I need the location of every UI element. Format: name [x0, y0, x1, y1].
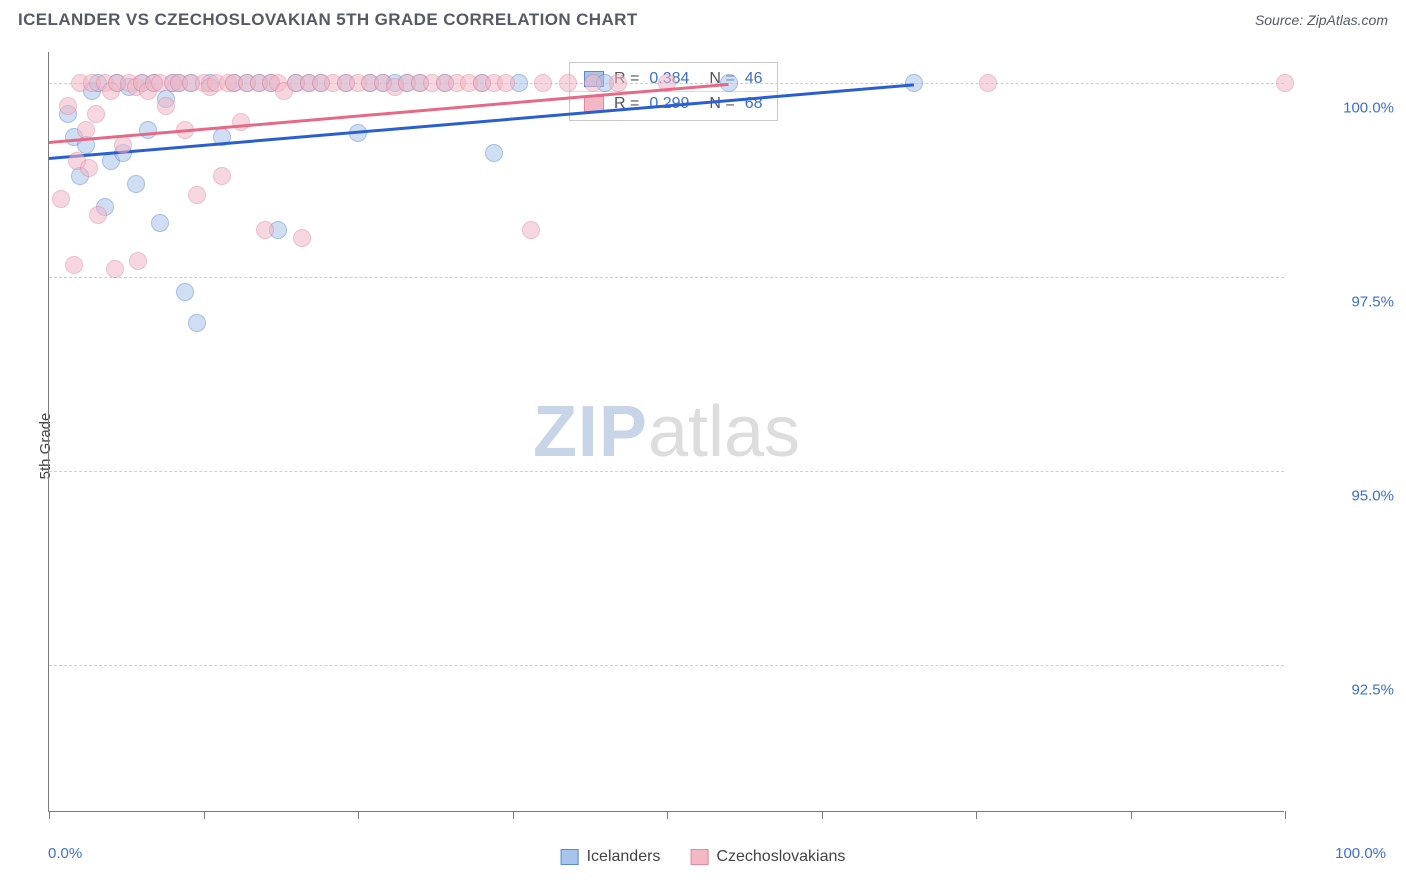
- data-point: [497, 74, 515, 92]
- data-point: [232, 113, 250, 131]
- xtick: [513, 811, 514, 819]
- gridline-h: [49, 277, 1284, 278]
- data-point: [157, 97, 175, 115]
- trend-line: [49, 83, 914, 159]
- data-point: [584, 74, 602, 92]
- xtick: [976, 811, 977, 819]
- data-point: [89, 206, 107, 224]
- data-point: [609, 74, 627, 92]
- chart-legend: Icelanders Czechoslovakians: [561, 848, 846, 866]
- data-point: [534, 74, 552, 92]
- data-point: [59, 97, 77, 115]
- data-point: [52, 190, 70, 208]
- data-point: [151, 214, 169, 232]
- chart-source: Source: ZipAtlas.com: [1255, 12, 1388, 28]
- scatter-chart: ZIPatlas R =0.384N =46R =0.299N =68 92.5…: [48, 52, 1284, 812]
- data-point: [256, 221, 274, 239]
- watermark: ZIPatlas: [533, 391, 800, 473]
- legend-label: Icelanders: [587, 848, 661, 866]
- data-point: [979, 74, 997, 92]
- data-point: [188, 186, 206, 204]
- ytick-label: 95.0%: [1294, 487, 1394, 504]
- data-point: [127, 175, 145, 193]
- data-point: [129, 252, 147, 270]
- data-point: [80, 159, 98, 177]
- gridline-h: [49, 665, 1284, 666]
- data-point: [87, 105, 105, 123]
- ytick-label: 100.0%: [1294, 100, 1394, 117]
- chart-header: ICELANDER VS CZECHOSLOVAKIAN 5TH GRADE C…: [0, 0, 1406, 38]
- data-point: [176, 283, 194, 301]
- xtick: [667, 811, 668, 819]
- data-point: [65, 256, 83, 274]
- data-point: [522, 221, 540, 239]
- watermark-zip: ZIP: [533, 392, 648, 472]
- chart-title: ICELANDER VS CZECHOSLOVAKIAN 5TH GRADE C…: [18, 10, 638, 30]
- data-point: [559, 74, 577, 92]
- data-point: [77, 121, 95, 139]
- data-point: [106, 260, 124, 278]
- legend-item: Czechoslovakians: [690, 848, 845, 866]
- xaxis-label-max: 100.0%: [1335, 845, 1386, 862]
- xtick: [822, 811, 823, 819]
- data-point: [213, 167, 231, 185]
- legend-label: Czechoslovakians: [716, 848, 845, 866]
- gridline-h: [49, 471, 1284, 472]
- xtick: [49, 811, 50, 819]
- xtick: [1285, 811, 1286, 819]
- data-point: [485, 144, 503, 162]
- legend-item: Icelanders: [561, 848, 661, 866]
- data-point: [1276, 74, 1294, 92]
- xtick: [204, 811, 205, 819]
- xtick: [1131, 811, 1132, 819]
- xaxis-label-min: 0.0%: [48, 845, 82, 862]
- n-value: 46: [745, 70, 763, 88]
- ytick-label: 97.5%: [1294, 293, 1394, 310]
- data-point: [293, 229, 311, 247]
- n-label: N =: [709, 95, 734, 113]
- ytick-label: 92.5%: [1294, 681, 1394, 698]
- data-point: [114, 136, 132, 154]
- watermark-atlas: atlas: [648, 392, 800, 472]
- legend-swatch: [690, 849, 708, 865]
- data-point: [139, 121, 157, 139]
- data-point: [188, 314, 206, 332]
- xtick: [358, 811, 359, 819]
- legend-swatch: [561, 849, 579, 865]
